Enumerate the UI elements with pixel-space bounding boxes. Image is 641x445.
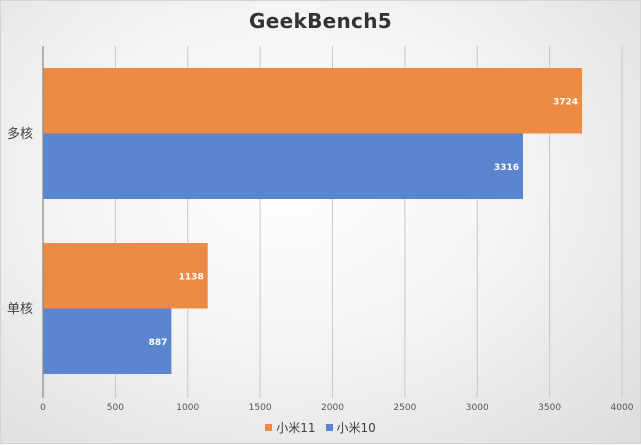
- x-tick-label-0: 0: [40, 403, 46, 413]
- bar-0-0: [43, 68, 583, 134]
- category-label-0: 多核: [7, 126, 33, 142]
- legend-label-0: 小米11: [276, 421, 316, 435]
- x-tick-label-5: 2500: [393, 403, 416, 413]
- x-tick-label-8: 4000: [611, 403, 634, 413]
- x-tick-label-4: 2000: [321, 403, 344, 413]
- legend-item-1: 小米10: [325, 419, 376, 436]
- x-tick-label-1: 500: [107, 403, 124, 413]
- legend-swatch-1: [325, 424, 333, 431]
- data-label-0-0: 3724: [553, 97, 578, 107]
- chart-legend: 小米11 小米10: [1, 419, 640, 436]
- x-tick-label-7: 3500: [538, 403, 561, 413]
- legend-label-1: 小米10: [336, 421, 376, 435]
- data-label-0-1: 1138: [179, 272, 204, 282]
- data-label-1-1: 887: [149, 338, 168, 348]
- data-label-1-0: 3316: [494, 163, 519, 173]
- bar-0-1: [43, 243, 208, 309]
- legend-swatch-0: [265, 424, 273, 431]
- chart-title: GeekBench5: [249, 9, 392, 33]
- x-tick-label-6: 3000: [466, 403, 489, 413]
- category-label-1: 单核: [7, 302, 33, 317]
- bar-1-1: [43, 308, 172, 374]
- x-tick-label-3: 1500: [249, 403, 272, 413]
- x-tick-label-2: 1000: [176, 403, 199, 413]
- legend-item-0: 小米11: [265, 419, 316, 436]
- bar-1-0: [43, 133, 523, 199]
